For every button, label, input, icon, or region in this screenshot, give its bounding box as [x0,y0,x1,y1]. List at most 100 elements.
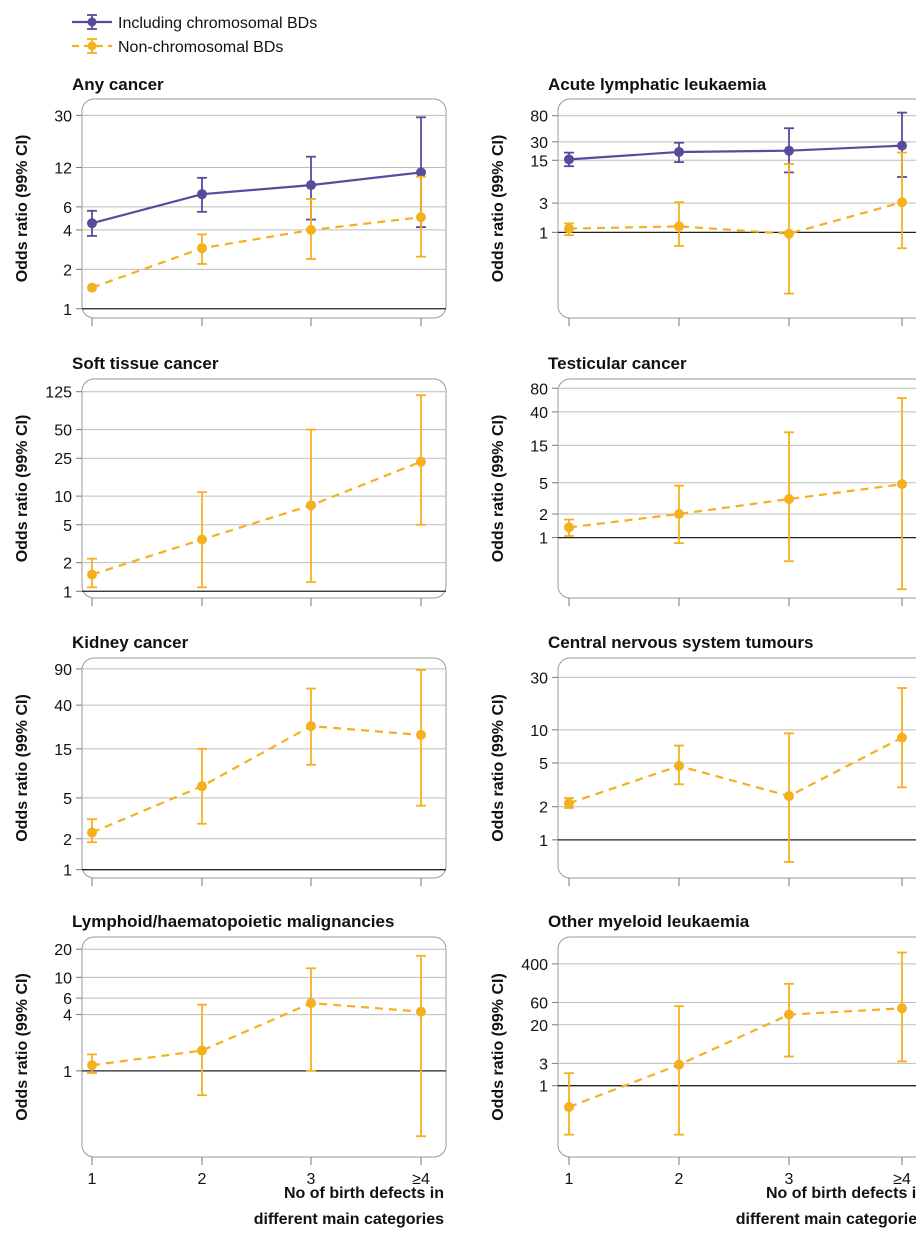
data-point [897,732,907,743]
y-tick-label: 40 [530,405,548,422]
plot-frame [557,98,916,319]
y-tick-label: 2 [63,832,72,849]
y-tick-label: 50 [54,423,72,440]
data-point [784,791,794,802]
panel-title: Kidney cancer [72,633,189,652]
series-line [91,1002,422,1067]
data-point [564,1102,574,1113]
data-point [87,827,97,838]
y-tick-label: 15 [54,742,72,759]
series-line [91,216,422,289]
plot-frame [81,936,447,1158]
panel-title: Testicular cancer [548,354,687,373]
data-point [897,479,907,490]
y-tick-label: 6 [63,200,72,217]
y-tick-label: 2 [539,800,548,817]
plot-frame [557,378,916,599]
data-point [306,721,316,732]
data-point [197,1045,207,1056]
series-line [91,724,422,834]
chart-panel: Other myeloid leukaemia 1 3 20 60 400 Odds rat… [490,912,916,1228]
plot-frame [557,657,916,879]
y-axis-label: Odds ratio (99% CI) [490,694,507,842]
data-point [197,189,207,200]
y-tick-label: 400 [521,957,548,974]
y-tick-label: 4 [63,1008,72,1025]
y-tick-label: 15 [530,438,548,455]
y-tick-label: 10 [54,970,72,987]
x-tick-label: ≥4 [893,1171,911,1188]
x-axis-label: different main categories [254,1211,444,1228]
y-tick-label: 5 [539,756,548,773]
plot-frame [81,378,447,599]
y-tick-label: 125 [45,385,72,402]
legend-marker [87,17,97,27]
data-point [197,534,207,545]
y-tick-label: 30 [530,670,548,687]
y-tick-label: 1 [63,863,72,880]
series-line [568,483,903,529]
chart-panel: Lymphoid/haematopoietic malignancies 1 46 1… [14,912,447,1228]
y-tick-label: 2 [63,262,72,279]
panel-title: Acute lymphatic leukaemia [548,75,767,94]
y-tick-label: 30 [530,135,548,152]
y-tick-label: 40 [54,698,72,715]
data-point [784,228,794,239]
data-point [784,145,794,156]
data-point [674,760,684,771]
x-tick-label: 1 [565,1171,574,1188]
y-tick-label: 20 [54,942,72,959]
panel-title: Lymphoid/haematopoietic malignancies [72,912,394,931]
series-line [568,1007,903,1109]
data-point [784,494,794,505]
data-point [564,154,574,165]
y-tick-label: 1 [539,531,548,548]
y-tick-label: 90 [54,662,72,679]
data-point [897,1003,907,1014]
data-point [416,729,426,740]
y-tick-label: 80 [530,109,548,126]
y-tick-label: 80 [530,381,548,398]
legend-marker [87,41,97,51]
data-point [897,140,907,151]
y-tick-label: 2 [63,556,72,573]
series-line [568,736,903,805]
legend-label: Including chromosomal BDs [118,15,317,32]
y-tick-label: 60 [530,995,548,1012]
y-axis-label: Odds ratio (99% CI) [14,694,31,842]
chart-panel: Testicular cancer 1 2 5 15 40 80 Odds ratio (99… [490,354,916,606]
panel-title: Central nervous system tumours [548,633,813,652]
y-axis-label: Odds ratio (99% CI) [14,973,31,1121]
y-tick-label: 25 [54,451,72,468]
y-tick-label: 2 [539,507,548,524]
plot-frame [81,98,447,319]
data-point [416,1006,426,1017]
y-axis-label: Odds ratio (99% CI) [490,135,507,283]
series-line [568,144,903,161]
x-tick-label: 1 [88,1171,97,1188]
data-point [87,218,97,229]
legend-label: Non-chromosomal BDs [118,39,283,56]
data-point [416,212,426,223]
y-tick-label: 5 [63,791,72,808]
data-point [306,998,316,1009]
y-tick-label: 6 [63,991,72,1008]
data-point [897,197,907,208]
data-point [306,180,316,191]
panel-title: Soft tissue cancer [72,354,219,373]
y-tick-label: 12 [54,160,72,177]
data-point [674,508,684,519]
chart-panel: Central nervous system tumours 1 2 5 10 30 Odd… [490,633,916,886]
y-tick-label: 1 [539,833,548,850]
x-tick-label: 3 [307,1171,316,1188]
plot-frame [81,657,447,879]
y-tick-label: 3 [539,1056,548,1073]
data-point [87,282,97,293]
plot-frame [557,936,916,1158]
data-point [306,224,316,235]
